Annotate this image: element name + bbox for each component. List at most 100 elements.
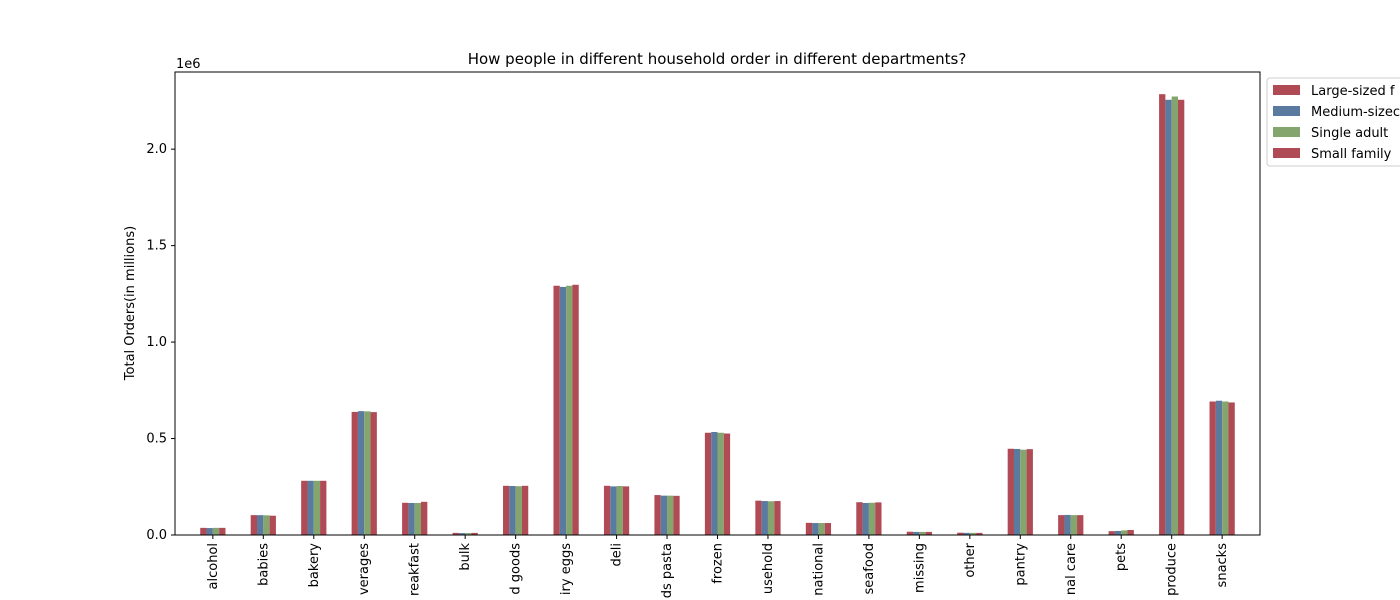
legend-swatch bbox=[1273, 148, 1300, 158]
bar-large-sized-family-dairy-eggs bbox=[553, 285, 560, 535]
legend-label: Medium-sizec bbox=[1311, 105, 1400, 120]
x-tick-label: usehold bbox=[761, 543, 776, 594]
bar-large-sized-family-deli bbox=[603, 485, 611, 535]
bar-large-sized-family-household bbox=[755, 500, 762, 535]
bar-small-family-beverages bbox=[370, 412, 377, 535]
bar-small-family-dry-goods-pasta bbox=[673, 495, 680, 535]
bar-large-sized-family-other bbox=[957, 532, 964, 535]
bar-single-adult-canned-goods bbox=[515, 486, 522, 535]
bar-small-family-snacks bbox=[1228, 402, 1235, 535]
x-tick-label: frozen bbox=[711, 543, 726, 584]
bar-large-sized-family-snacks bbox=[1209, 401, 1216, 535]
bar-small-family-babies bbox=[269, 515, 276, 535]
x-tick-label: produce bbox=[1165, 543, 1180, 596]
x-tick-label: missing bbox=[912, 543, 927, 593]
bar-large-sized-family-breakfast bbox=[402, 502, 409, 535]
bar-single-adult-dairy-eggs bbox=[566, 285, 573, 535]
bar-medium-sized-family-breakfast bbox=[408, 502, 415, 535]
bar-small-family-frozen bbox=[723, 433, 731, 535]
bar-small-family-pets bbox=[1127, 529, 1134, 535]
y-tick-label: 1.5 bbox=[146, 239, 167, 254]
legend-label: Large-sized f bbox=[1311, 84, 1395, 99]
bar-medium-sized-family-missing bbox=[913, 531, 920, 535]
bar-large-sized-family-bakery bbox=[301, 480, 308, 535]
bar-medium-sized-family-deli bbox=[610, 486, 617, 535]
bar-small-family-international bbox=[824, 523, 832, 535]
x-tick-label: deli bbox=[610, 543, 625, 566]
bar-small-family-personal-care bbox=[1077, 515, 1084, 535]
bar-single-adult-household bbox=[767, 501, 775, 535]
bar-medium-sized-family-babies bbox=[257, 515, 264, 535]
bar-single-adult-produce bbox=[1171, 96, 1178, 535]
bar-medium-sized-family-pets bbox=[1114, 530, 1122, 535]
bar-single-adult-pets bbox=[1121, 530, 1128, 535]
bar-small-family-household bbox=[774, 501, 781, 535]
y-tick-label: 0.5 bbox=[146, 432, 167, 447]
bar-medium-sized-family-beverages bbox=[357, 411, 365, 535]
bar-small-family-pantry bbox=[1026, 449, 1033, 535]
x-tick-label: ds pasta bbox=[660, 543, 675, 598]
bar-single-adult-snacks bbox=[1222, 401, 1229, 535]
legend-label: Small family bbox=[1311, 147, 1392, 162]
bar-small-family-produce bbox=[1177, 99, 1185, 535]
bar-medium-sized-family-bakery bbox=[307, 480, 314, 535]
bar-single-adult-bakery bbox=[313, 480, 321, 535]
y-tick-label: 1.0 bbox=[146, 335, 167, 350]
bar-single-adult-other bbox=[969, 532, 977, 535]
bar-small-family-missing bbox=[925, 531, 932, 535]
legend-swatch bbox=[1273, 106, 1300, 116]
bar-single-adult-missing bbox=[919, 531, 926, 535]
bar-small-family-bakery bbox=[320, 480, 327, 535]
bar-large-sized-family-produce bbox=[1159, 94, 1166, 535]
x-tick-label: iry eggs bbox=[559, 543, 574, 595]
bar-medium-sized-family-snacks bbox=[1215, 400, 1223, 535]
bar-large-sized-family-beverages bbox=[351, 411, 358, 535]
bar-small-family-alcohol bbox=[219, 527, 226, 535]
x-tick-label: seafood bbox=[862, 543, 877, 594]
bar-large-sized-family-canned-goods bbox=[503, 485, 510, 535]
bar-medium-sized-family-pantry bbox=[1013, 448, 1021, 535]
bar-medium-sized-family-meat-seafood bbox=[862, 502, 869, 535]
x-tick-label: pets bbox=[1114, 543, 1129, 571]
bar-medium-sized-family-other bbox=[963, 532, 970, 535]
plot-area bbox=[200, 94, 1235, 535]
x-tick-label: verages bbox=[357, 543, 372, 595]
legend-box bbox=[1266, 77, 1400, 167]
x-tick-label: national bbox=[811, 543, 826, 596]
x-tick-label: bulk bbox=[458, 543, 473, 571]
bar-small-family-breakfast bbox=[421, 501, 428, 535]
y-axis-offset-label: 1e6 bbox=[176, 57, 201, 72]
legend-swatch bbox=[1273, 85, 1300, 95]
x-tick-label: reakfast bbox=[408, 543, 423, 596]
bar-large-sized-family-pets bbox=[1108, 531, 1115, 535]
bar-medium-sized-family-frozen bbox=[711, 431, 718, 535]
bar-single-adult-frozen bbox=[717, 432, 724, 535]
bar-medium-sized-family-produce bbox=[1165, 99, 1172, 535]
y-axis-label: Total Orders(in millions) bbox=[123, 226, 138, 381]
bar-single-adult-dry-goods-pasta bbox=[667, 495, 674, 535]
y-tick-label: 0.0 bbox=[146, 528, 167, 543]
bar-large-sized-family-missing bbox=[906, 531, 914, 535]
bar-single-adult-babies bbox=[263, 515, 270, 535]
bar-medium-sized-family-dry-goods-pasta bbox=[660, 495, 668, 535]
bar-large-sized-family-bulk bbox=[452, 532, 459, 535]
bar-medium-sized-family-alcohol bbox=[206, 528, 213, 535]
bar-small-family-dairy-eggs bbox=[572, 284, 579, 535]
bar-large-sized-family-meat-seafood bbox=[856, 502, 863, 535]
bar-single-adult-breakfast bbox=[414, 502, 422, 535]
bar-single-adult-deli bbox=[616, 485, 623, 535]
x-tick-label: other bbox=[963, 542, 978, 577]
chart-title: How people in different household order … bbox=[468, 50, 967, 68]
bar-large-sized-family-personal-care bbox=[1058, 515, 1065, 535]
x-tick-label: nal care bbox=[1064, 543, 1079, 595]
bar-single-adult-pantry bbox=[1020, 449, 1027, 535]
bar-small-family-meat-seafood bbox=[875, 502, 882, 535]
y-tick-label: 2.0 bbox=[146, 142, 167, 157]
bar-single-adult-bulk bbox=[465, 533, 472, 535]
x-tick-label: snacks bbox=[1215, 543, 1230, 588]
bar-medium-sized-family-personal-care bbox=[1064, 514, 1071, 535]
bar-small-family-other bbox=[976, 532, 983, 535]
bar-medium-sized-family-household bbox=[761, 501, 768, 535]
legend-swatch bbox=[1273, 127, 1300, 137]
